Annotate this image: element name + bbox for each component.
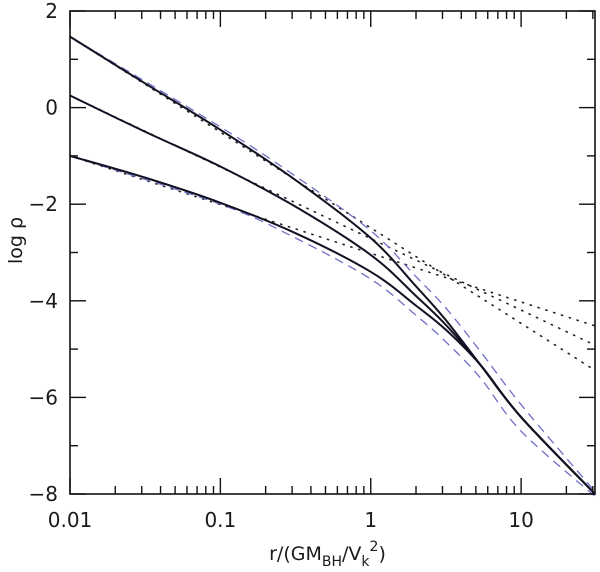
y-tick-label: −8 bbox=[29, 482, 58, 506]
tick-labels: 0.01 0.1 1 10 2 0 −2 −4 −6 −8 bbox=[29, 0, 534, 532]
ticks-layer bbox=[69, 10, 595, 495]
x-tick-label: 1 bbox=[364, 508, 377, 532]
x-tick-label: 10 bbox=[508, 508, 533, 532]
x-axis-label: r/(GMBH/Vk2) bbox=[269, 539, 386, 570]
series-dashed-lower bbox=[69, 155, 596, 497]
y-tick-label: −4 bbox=[29, 289, 58, 313]
series-layer bbox=[69, 35, 596, 497]
series-dotted-2 bbox=[69, 94, 596, 347]
series-dashed-upper bbox=[69, 36, 596, 493]
y-axis-label: log ρ bbox=[5, 217, 27, 264]
series-solid-2 bbox=[69, 94, 596, 495]
y-tick-label: 2 bbox=[45, 0, 58, 23]
series-solid-3 bbox=[69, 154, 596, 495]
series-dotted-1 bbox=[69, 35, 596, 372]
y-tick-label: −2 bbox=[29, 192, 58, 216]
x-tick-label: 0.01 bbox=[48, 508, 93, 532]
x-tick-label: 0.1 bbox=[204, 508, 236, 532]
y-tick-label: −6 bbox=[29, 385, 58, 409]
series-dotted-3 bbox=[69, 155, 596, 327]
y-tick-label: 0 bbox=[45, 96, 58, 120]
